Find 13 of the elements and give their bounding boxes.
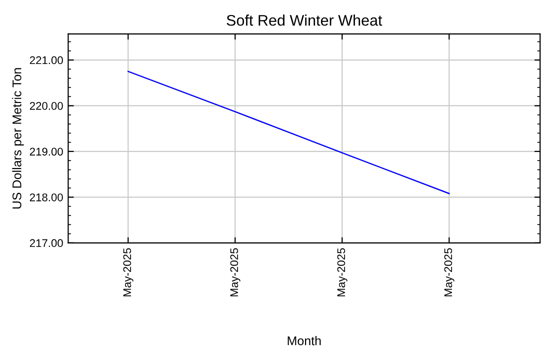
x-tick-label: May-2025 <box>230 248 240 296</box>
y-tick-label: 217.00 <box>30 239 63 248</box>
y-tick-label: 221.00 <box>30 56 63 64</box>
y-tick-label: 218.00 <box>30 193 63 202</box>
x-tick-label: May-2025 <box>444 248 454 296</box>
y-tick-label: 219.00 <box>30 148 63 156</box>
y-tick-label: 220.00 <box>30 102 63 110</box>
chart-title: Soft Red Winter Wheat <box>226 14 382 26</box>
y-axis-title: US Dollars per Metric Ton <box>12 68 24 209</box>
x-axis-title: Month <box>288 336 321 346</box>
line-series <box>128 70 450 194</box>
x-tick-label: May-2025 <box>337 248 348 296</box>
x-tick-label: May-2025 <box>123 248 134 296</box>
